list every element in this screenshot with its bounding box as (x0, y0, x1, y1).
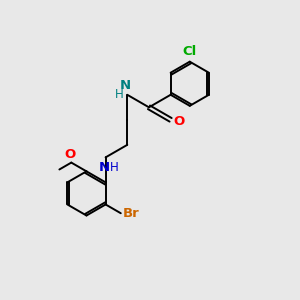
Text: O: O (64, 148, 76, 161)
Text: Br: Br (123, 207, 140, 220)
Text: Cl: Cl (183, 45, 197, 58)
Text: O: O (174, 115, 185, 128)
Text: N: N (99, 161, 110, 174)
Text: N: N (120, 79, 131, 92)
Text: H: H (110, 161, 118, 174)
Text: H: H (115, 88, 123, 101)
